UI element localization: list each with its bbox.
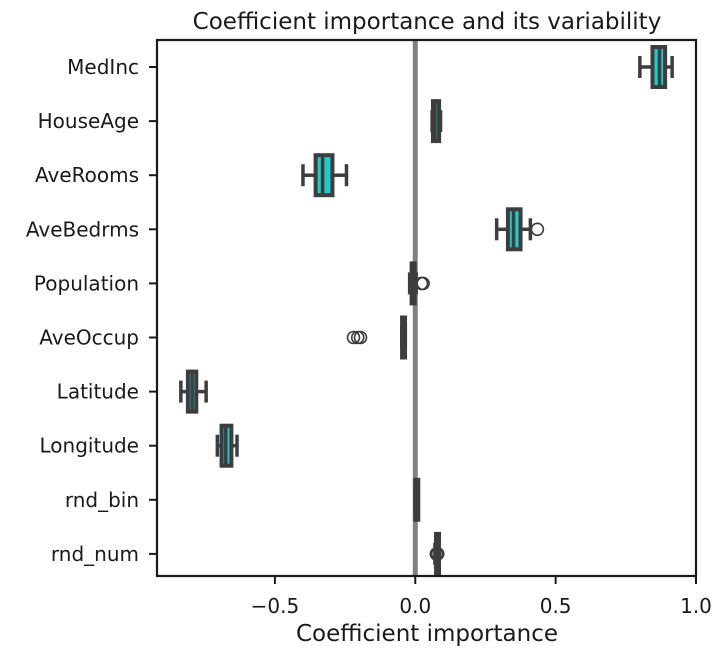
y-tick-label: Population xyxy=(34,271,139,295)
y-tick-label: MedInc xyxy=(67,55,139,79)
y-tick-label: AveRooms xyxy=(35,163,139,187)
x-tick-label: −0.5 xyxy=(251,594,300,618)
outlier-point xyxy=(430,547,445,561)
x-tick-label: 1.0 xyxy=(680,594,712,618)
y-tick-label: Longitude xyxy=(40,434,139,458)
y-tick-label: AveOccup xyxy=(39,326,139,350)
y-tick-label: HouseAge xyxy=(38,109,139,133)
x-axis-label: Coefficient importance xyxy=(296,621,558,647)
outlier-point xyxy=(530,222,545,237)
plot-area: −0.5 0.0 0.5 1.0 MedInc HouseAge AveRooms AveBe… xyxy=(26,40,712,618)
x-tick-label: 0.0 xyxy=(399,594,431,618)
outlier-point xyxy=(353,330,368,345)
y-tick-label: rnd_num xyxy=(51,542,139,566)
y-tick-label: Latitude xyxy=(57,380,139,404)
chart-title: Coefficient importance and its variabili… xyxy=(193,9,662,35)
y-tick-label: rnd_bin xyxy=(65,488,139,512)
y-tick-label: AveBedrms xyxy=(26,217,139,241)
outlier-point xyxy=(346,330,361,345)
x-tick-label: 0.5 xyxy=(540,594,572,618)
plot-frame xyxy=(155,38,698,578)
outlier-point xyxy=(416,276,430,291)
